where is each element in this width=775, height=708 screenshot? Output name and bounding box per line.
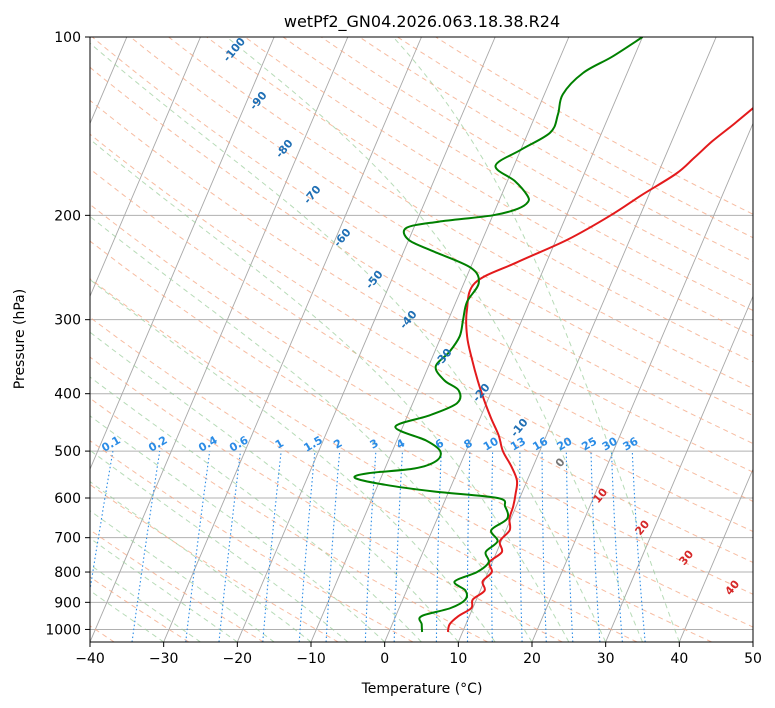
isotherm-line xyxy=(90,37,349,642)
y-tick-label: 100 xyxy=(54,30,81,46)
x-axis-label: Temperature (°C) xyxy=(361,681,483,697)
temperature-profile-line xyxy=(446,106,753,633)
dry-adiabat-line xyxy=(90,133,753,533)
y-tick-label: 1000 xyxy=(45,622,81,638)
moist-adiabat-line xyxy=(90,481,312,642)
isotherm-line xyxy=(752,640,753,642)
isotherm-line xyxy=(457,37,717,642)
isotherm-line xyxy=(90,37,275,471)
mixing-ratio-line xyxy=(631,451,646,642)
adiabat-label: 40 xyxy=(722,577,742,597)
isotherm-line xyxy=(90,37,201,298)
mixing-ratio-line xyxy=(519,451,523,642)
mixing-ratio-line xyxy=(298,451,316,642)
x-tick-label: −10 xyxy=(296,651,326,667)
x-tick-label: 20 xyxy=(523,651,541,667)
dry-adiabat-label: -40 xyxy=(397,308,420,332)
x-tick-label: 10 xyxy=(449,651,467,667)
moist-adiabat-line xyxy=(90,138,570,642)
mixing-ratio-line xyxy=(262,451,282,642)
dry-adiabat-line xyxy=(90,316,638,642)
dry-adiabat-line xyxy=(90,66,753,473)
dry-adiabat-line xyxy=(282,37,753,312)
isotherm-line xyxy=(163,37,422,642)
chart-title: wetPf2_GN04.2026.063.18.38.R24 xyxy=(284,12,560,32)
x-tick-label: 40 xyxy=(670,651,688,667)
dry-adiabat-line xyxy=(90,356,563,642)
moist-adiabat-line xyxy=(90,42,607,642)
adiabat-label: 10 xyxy=(590,485,610,505)
dry-adiabat-line xyxy=(167,37,753,389)
mixing-ratio-line xyxy=(218,451,242,642)
mixing-ratio-line xyxy=(435,451,442,642)
mixing-ratio-line xyxy=(565,451,574,642)
adiabat-label: 0 xyxy=(553,455,568,469)
dry-adiabat-line xyxy=(91,37,753,445)
mixing-ratio-label: 3 xyxy=(368,437,381,452)
dry-adiabat-line xyxy=(90,440,414,642)
isotherm-line xyxy=(678,467,753,642)
y-tick-label: 400 xyxy=(54,387,81,403)
x-tick-label: 30 xyxy=(597,651,615,667)
y-axis-label: Pressure (hPa) xyxy=(12,289,28,389)
dry-adiabat-line xyxy=(396,37,753,239)
dry-adiabat-label: -70 xyxy=(301,183,324,207)
dry-adiabat-line xyxy=(205,37,753,363)
y-tick-label: 600 xyxy=(54,491,81,507)
moist-adiabat-line xyxy=(90,215,533,642)
plot-frame xyxy=(89,36,754,643)
y-tick-label: 700 xyxy=(54,531,81,547)
dry-adiabat-label: -60 xyxy=(331,226,354,250)
dry-adiabat-line xyxy=(90,529,264,642)
mixing-ratio-line xyxy=(131,451,161,642)
y-tick-label: 800 xyxy=(54,565,81,581)
moist-adiabat-line xyxy=(226,37,643,642)
dry-adiabat-line xyxy=(90,203,753,595)
moist-adiabat-line xyxy=(90,537,238,642)
isotherm-line xyxy=(236,37,496,642)
moist-adiabat-line xyxy=(90,449,349,642)
mixing-ratio-line xyxy=(364,451,377,642)
moist-adiabat-line xyxy=(392,37,680,642)
y-tick-label: 900 xyxy=(54,595,81,611)
adiabat-label: 30 xyxy=(676,547,696,567)
moist-adiabat-line xyxy=(90,510,275,642)
dry-adiabat-line xyxy=(129,37,753,417)
y-tick-label: 200 xyxy=(54,208,81,224)
moist-adiabat-line xyxy=(90,589,164,642)
dry-adiabat-line xyxy=(90,397,488,642)
dry-adiabat-line xyxy=(320,37,753,287)
moist-adiabat-line xyxy=(90,415,386,642)
dry-adiabat-label: -100 xyxy=(220,35,248,65)
isotherm-line xyxy=(605,295,753,642)
isotherm-line xyxy=(384,37,643,642)
dry-adiabat-label: -50 xyxy=(363,268,386,292)
dry-adiabat-line xyxy=(90,99,753,502)
moist-adiabat-line xyxy=(90,376,422,642)
dry-adiabat-label: -20 xyxy=(470,381,493,405)
x-tick-label: −40 xyxy=(75,651,105,667)
isotherm-line xyxy=(531,122,753,642)
mixing-ratio-label: 4 xyxy=(394,436,407,451)
x-tick-label: −20 xyxy=(223,651,253,667)
mixing-ratio-line xyxy=(185,451,211,642)
dry-adiabat-line xyxy=(90,576,190,642)
y-tick-label: 500 xyxy=(54,444,81,460)
x-tick-label: −30 xyxy=(149,651,179,667)
mixing-ratio-line xyxy=(90,451,114,594)
dry-adiabat-line xyxy=(90,278,712,642)
dewpoint-profile-line xyxy=(353,37,644,633)
x-tick-label: 0 xyxy=(380,651,389,667)
moist-adiabat-line xyxy=(90,331,459,642)
moist-adiabat-line xyxy=(90,279,496,642)
mixing-ratio-label: 1 xyxy=(273,437,286,452)
moist-adiabat-line xyxy=(90,564,201,642)
x-tick-label: 50 xyxy=(744,651,762,667)
y-tick-label: 300 xyxy=(54,313,81,329)
dry-adiabat-line xyxy=(90,483,339,642)
